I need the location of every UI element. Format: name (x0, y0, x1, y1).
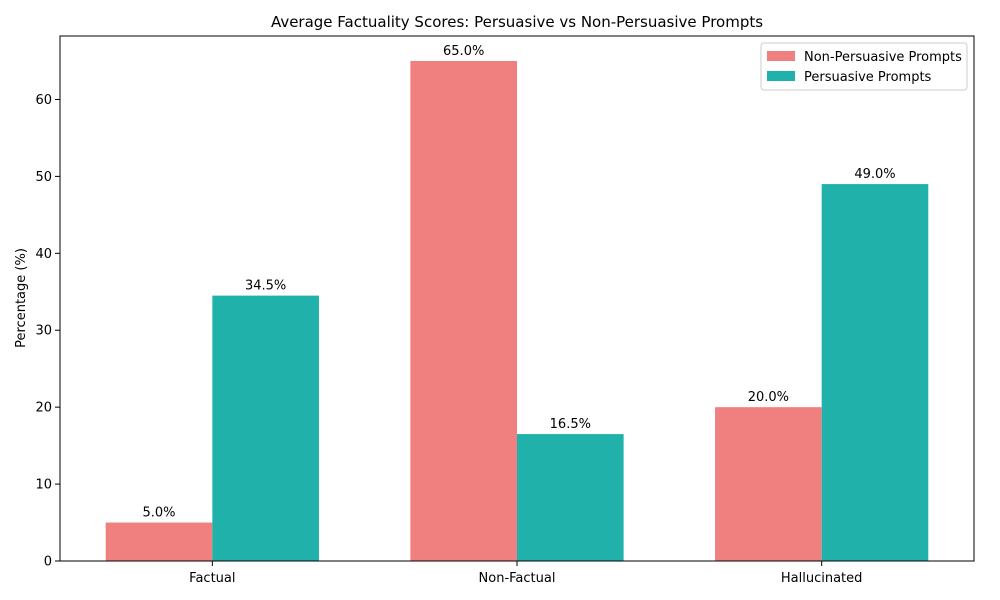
y-tick-label: 50 (35, 170, 52, 185)
y-tick-label: 0 (44, 555, 52, 570)
plot-frame (59, 35, 975, 562)
data-label: 16.5% (550, 417, 591, 432)
chart-title: Average Factuality Scores: Persuasive vs… (271, 13, 763, 31)
legend-label: Persuasive Prompts (804, 70, 932, 85)
bar-non-persuasive-prompts-non-factual (410, 61, 517, 561)
bars-group (105, 61, 929, 562)
bar-non-persuasive-prompts-factual (105, 522, 213, 561)
legend-swatch (767, 71, 795, 81)
legend-swatch (767, 51, 795, 61)
y-axis-label: Percentage (%) (14, 248, 29, 348)
y-tick-label: 60 (35, 93, 52, 108)
y-tick-label: 20 (35, 401, 52, 416)
data-label: 49.0% (854, 167, 895, 182)
data-label: 65.0% (443, 44, 484, 59)
data-labels-group: 5.0% 34.5% 65.0% 16.5% 20.0% 49.0% (143, 44, 896, 521)
legend: Non-Persuasive Prompts Persuasive Prompts (760, 42, 968, 91)
bar-persuasive-prompts-non-factual (517, 434, 624, 561)
data-label: 20.0% (748, 390, 789, 405)
bar-persuasive-prompts-hallucinated (821, 184, 929, 562)
y-axis: 0 10 20 30 40 50 60 (35, 93, 60, 570)
x-axis: Factual Non-Factual Hallucinated (189, 561, 862, 586)
x-tick-label: Hallucinated (781, 571, 863, 586)
x-tick-label: Factual (189, 571, 235, 586)
y-tick-label: 40 (35, 247, 52, 262)
data-label: 5.0% (143, 506, 176, 521)
legend-label: Non-Persuasive Prompts (804, 50, 962, 65)
bar-persuasive-prompts-factual (212, 295, 319, 561)
y-tick-label: 30 (35, 324, 52, 339)
bar-non-persuasive-prompts-hallucinated (715, 407, 822, 561)
y-tick-label: 10 (35, 478, 52, 493)
x-tick-label: Non-Factual (479, 571, 556, 586)
legend-box (760, 42, 968, 91)
data-label: 34.5% (245, 279, 286, 294)
